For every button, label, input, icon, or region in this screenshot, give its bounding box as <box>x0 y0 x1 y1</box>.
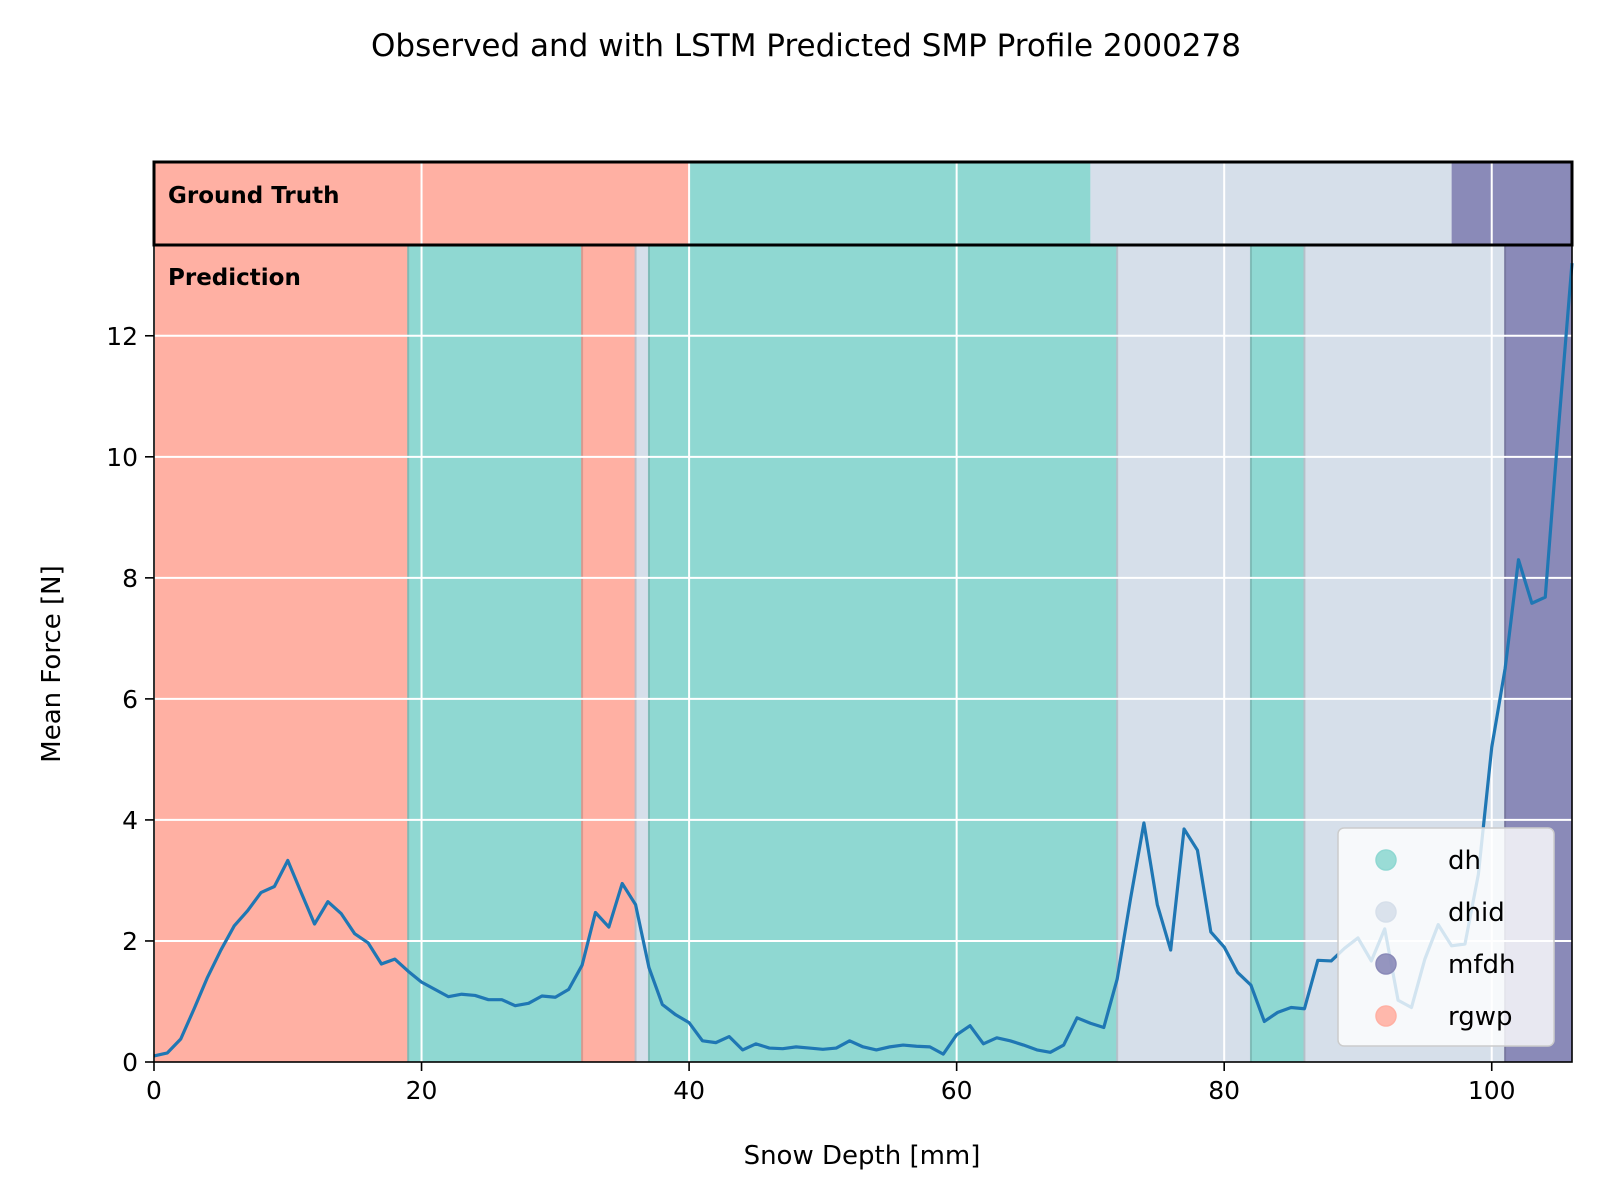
y-tick-label: 10 <box>106 443 138 472</box>
y-tick-label: 6 <box>122 685 138 714</box>
prediction-band-dh <box>648 245 1118 1062</box>
legend-label-mfdh: mfdh <box>1448 950 1515 980</box>
prediction-label: Prediction <box>168 265 301 291</box>
legend-label-dhid: dhid <box>1448 898 1505 928</box>
x-tick-label: 100 <box>1468 1076 1516 1105</box>
legend-marker-mfdh <box>1375 953 1397 975</box>
legend-box <box>1337 827 1555 1047</box>
legend-marker-rgwp <box>1375 1005 1397 1027</box>
prediction-bands <box>153 245 1572 1062</box>
x-tick-label: 20 <box>406 1076 438 1105</box>
ground-truth-bands <box>154 162 1572 245</box>
x-tick-label: 80 <box>1208 1076 1240 1105</box>
legend-marker-dhid <box>1375 901 1397 923</box>
legend-label-rgwp: rgwp <box>1448 1002 1513 1032</box>
x-tick-label: 40 <box>673 1076 705 1105</box>
ground-truth-band-dh <box>689 162 1091 245</box>
y-tick-label: 0 <box>122 1048 138 1077</box>
y-tick-label: 2 <box>122 927 138 956</box>
x-axis-label: Snow Depth [mm] <box>744 1141 981 1171</box>
y-tick-label: 8 <box>122 564 138 593</box>
y-tick-label: 4 <box>122 806 138 835</box>
legend-label-dh: dh <box>1448 846 1481 876</box>
prediction-band-rgwp <box>154 245 409 1062</box>
prediction-band-dhid <box>1117 245 1251 1062</box>
ground-truth-band-dhid <box>1090 162 1452 245</box>
y-axis-ticks: 0 2 4 6 8 10 12 <box>106 322 154 1077</box>
y-axis-label: Mean Force [N] <box>37 565 67 762</box>
series-line <box>153 263 1574 1058</box>
legend-marker-dh <box>1375 849 1397 871</box>
x-tick-label: 60 <box>941 1076 973 1105</box>
ground-truth-band-mfdh <box>1451 162 1572 245</box>
y-tick-label: 12 <box>106 322 138 351</box>
prediction-band-dh <box>408 245 583 1062</box>
ground-truth-label: Ground Truth <box>168 183 340 209</box>
prediction-band-dhid <box>635 245 649 1062</box>
x-axis-ticks: 0 20 40 60 80 100 <box>146 1062 1516 1105</box>
prediction-band-dh <box>1250 245 1305 1062</box>
legend: dh dhid mfdh rgwp <box>1337 827 1555 1047</box>
x-tick-label: 0 <box>146 1076 162 1105</box>
chart-title: Observed and with LSTM Predicted SMP Pro… <box>371 28 1241 64</box>
